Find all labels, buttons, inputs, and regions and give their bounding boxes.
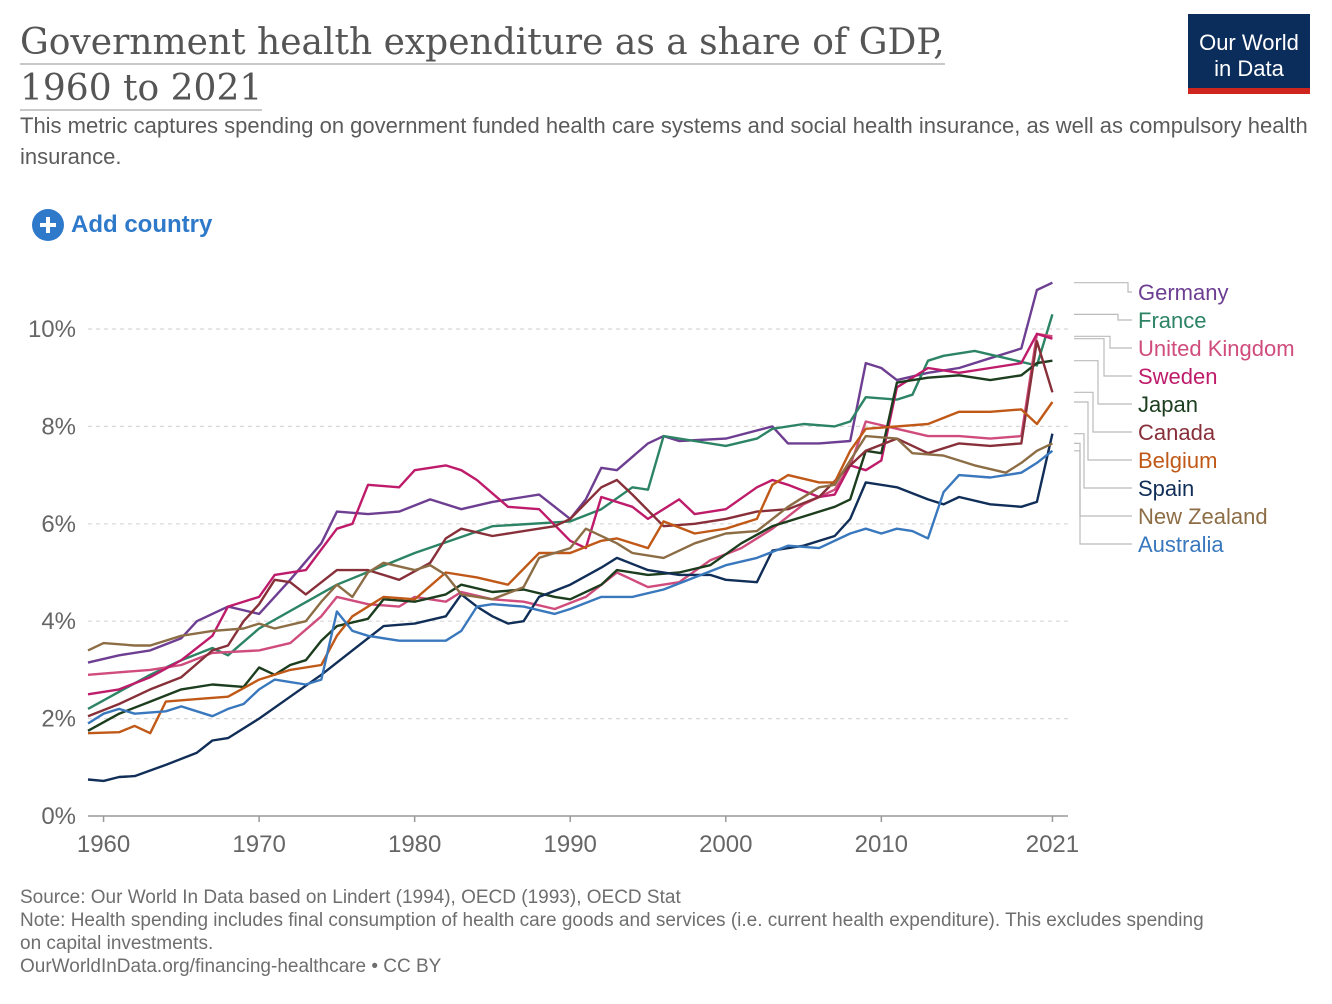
x-tick-label: 1960 xyxy=(77,831,130,858)
x-tick-label: 2010 xyxy=(855,831,908,858)
series-lines xyxy=(87,281,1054,783)
series-line-united-kingdom xyxy=(87,332,1053,676)
legend-label: Canada xyxy=(1138,420,1216,445)
legend-connector xyxy=(1074,360,1132,405)
series-line-belgium xyxy=(87,401,1054,735)
series-line-sweden xyxy=(87,332,1053,696)
legend-label: Japan xyxy=(1138,392,1198,417)
x-tick-label: 2000 xyxy=(699,831,752,858)
legend-connector xyxy=(1074,282,1132,293)
legend-label: New Zealand xyxy=(1138,504,1268,529)
footer: Source: Our World In Data based on Linde… xyxy=(20,886,1220,978)
footer-link[interactable]: OurWorldInData.org/financing-healthcare … xyxy=(20,956,442,977)
grid-lines xyxy=(88,328,1068,720)
logo-line-1: Our World xyxy=(1199,30,1299,55)
x-tick-label: 1970 xyxy=(232,831,285,858)
legend-label: Germany xyxy=(1138,280,1228,305)
x-tick-label: 1990 xyxy=(544,831,597,858)
axes: 0% 2% 4% 6% 8% 10% 1960 1970 1980 1990 2000 2010 202… xyxy=(28,316,1079,858)
legend-label: United Kingdom xyxy=(1138,336,1295,361)
legend-connector xyxy=(1074,338,1132,377)
series-line-australia xyxy=(87,449,1054,725)
series-line-france xyxy=(87,314,1054,710)
series-line-japan xyxy=(87,359,1053,732)
legend: Germany France United Kingdom Sweden Japan Ca… xyxy=(1074,280,1295,557)
series-line-germany xyxy=(87,281,1053,664)
note-text: Note: Health spending includes final con… xyxy=(20,910,1204,954)
series-line-spain xyxy=(87,433,1054,783)
y-tick-label: 6% xyxy=(41,511,76,538)
legend-connector xyxy=(1074,450,1132,545)
legend-connector xyxy=(1074,391,1132,433)
logo-line-2: in Data xyxy=(1214,56,1284,81)
source-text: Source: Our World In Data based on Linde… xyxy=(20,887,681,908)
add-country-label: Add country xyxy=(71,211,213,238)
x-tick-label: 1980 xyxy=(388,831,441,858)
legend-label: Spain xyxy=(1138,476,1194,501)
line-chart[interactable]: 0% 2% 4% 6% 8% 10% 1960 1970 1980 1990 2000 2010 202… xyxy=(0,260,1332,870)
owid-logo[interactable]: Our World in Data xyxy=(1188,14,1310,94)
chart-title: Government health expenditure as a share… xyxy=(20,22,945,111)
y-tick-label: 8% xyxy=(41,413,76,440)
legend-connector xyxy=(1074,335,1132,349)
legend-label: Sweden xyxy=(1138,364,1218,389)
legend-label: France xyxy=(1138,308,1206,333)
x-tick-label: 2021 xyxy=(1026,831,1079,858)
legend-connector xyxy=(1074,313,1132,321)
y-tick-label: 2% xyxy=(41,706,76,733)
chart-subtitle: This metric captures spending on governm… xyxy=(20,113,1308,169)
y-tick-label: 4% xyxy=(41,608,76,635)
legend-connector xyxy=(1074,433,1132,489)
series-line-new-zealand xyxy=(87,434,1053,652)
legend-connector xyxy=(1074,401,1132,461)
legend-connector xyxy=(1074,442,1132,517)
legend-label: Australia xyxy=(1138,532,1224,557)
add-country-button[interactable]: Add country xyxy=(32,208,212,242)
y-tick-label: 10% xyxy=(28,316,76,343)
y-tick-label: 0% xyxy=(41,803,76,830)
plus-circle-icon xyxy=(32,209,64,241)
series-line-canada xyxy=(87,340,1054,718)
legend-label: Belgium xyxy=(1138,448,1217,473)
